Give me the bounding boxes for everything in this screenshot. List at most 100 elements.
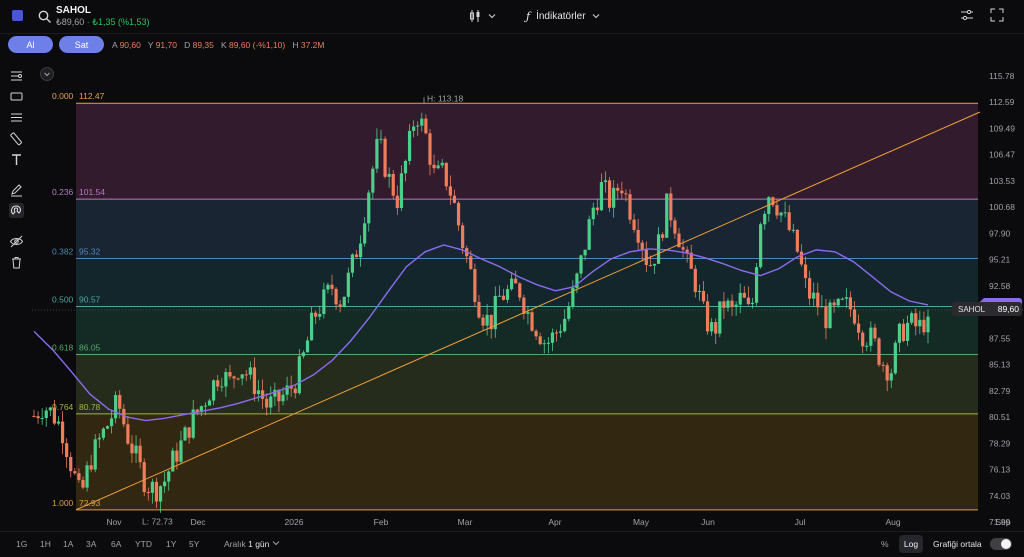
candle-body xyxy=(158,486,163,502)
fib-band xyxy=(76,258,978,307)
candle-body xyxy=(857,323,861,333)
center-chart-toggle[interactable] xyxy=(990,538,1012,550)
center-chart-label: Grafiği ortala xyxy=(933,539,982,549)
candle-body xyxy=(281,394,285,402)
app-square-icon[interactable] xyxy=(12,10,23,21)
candle-body xyxy=(261,390,265,399)
timeframe-1y[interactable]: 1Y xyxy=(166,539,177,549)
pencil-icon[interactable] xyxy=(9,182,24,197)
percent-scale-button[interactable]: % xyxy=(881,539,889,549)
ruler-icon[interactable] xyxy=(9,131,24,146)
last-price-label: 89,60 xyxy=(998,304,1020,314)
candle-body xyxy=(803,264,808,279)
timeframe-ytd[interactable]: YTD xyxy=(135,539,152,549)
candle-body xyxy=(97,437,101,440)
x-tick-label: Nov xyxy=(106,517,122,527)
candle-body xyxy=(293,388,297,394)
candle-body xyxy=(420,118,424,126)
center-toolbar: ƒ İndikatörler xyxy=(468,8,600,24)
candle-body xyxy=(456,202,461,226)
hide-eye-icon[interactable] xyxy=(9,234,24,249)
timeframe-3a[interactable]: 3A xyxy=(86,539,97,549)
x-tick-label: Feb xyxy=(374,517,389,527)
search-icon[interactable] xyxy=(37,9,53,25)
timeframe-6a[interactable]: 6A xyxy=(111,539,122,549)
magnet-icon[interactable] xyxy=(9,203,24,218)
candle-body xyxy=(301,352,306,357)
log-scale-button[interactable]: Log xyxy=(899,535,923,553)
candle-body xyxy=(861,332,865,347)
candle-body xyxy=(775,205,779,216)
candle-body xyxy=(265,398,269,408)
candles xyxy=(32,112,930,513)
y-tick-label: 85.13 xyxy=(989,360,1011,370)
candle-body xyxy=(412,126,416,131)
candle-body xyxy=(473,269,477,302)
candle-body xyxy=(497,295,501,297)
candle-body xyxy=(387,173,391,177)
range-selector[interactable]: Aralık 1 gün xyxy=(224,539,280,549)
y-tick-label: 82.79 xyxy=(989,386,1011,396)
candlestick-type-icon[interactable] xyxy=(468,9,482,23)
buy-button[interactable]: Al xyxy=(8,36,53,53)
candle-body xyxy=(338,304,342,307)
indicators-button[interactable]: İndikatörler xyxy=(536,10,586,22)
fib-price-label: 72.93 xyxy=(79,498,101,508)
candle-body xyxy=(309,312,314,341)
candle-body xyxy=(501,295,506,300)
candle-body xyxy=(428,133,432,165)
low-label: L: 72.73 xyxy=(142,516,173,526)
timeframe-5y[interactable]: 5Y xyxy=(189,539,200,549)
candle-body xyxy=(334,288,338,305)
candle-body xyxy=(914,313,918,327)
timeframe-1a[interactable]: 1A xyxy=(63,539,74,549)
candle-body xyxy=(632,219,636,230)
candle-body xyxy=(840,298,844,300)
x-axis: Nov Dec 2026 Feb Mar Apr May Jun Jul Aug Sep xyxy=(106,517,1010,527)
fullscreen-icon[interactable] xyxy=(990,8,1004,22)
chevron-down-icon[interactable] xyxy=(592,12,600,20)
timeframe-1g[interactable]: 1G xyxy=(16,539,28,549)
timeframe-1h[interactable]: 1H xyxy=(40,539,51,549)
trash-icon[interactable] xyxy=(9,255,24,270)
candle-body xyxy=(644,249,648,265)
top-bar: SAHOL ₺89,60 · ₺1,35 (%1,53) ƒ İndikatör… xyxy=(0,0,1024,34)
price-chart[interactable]: 0.000 112.47 0.236 101.54 0.382 95.32 0.500 90.… xyxy=(0,58,1024,531)
candle-body xyxy=(648,264,653,266)
candle-body xyxy=(142,462,146,493)
y-tick-label: 112.59 xyxy=(989,97,1015,107)
candle-body xyxy=(897,323,902,343)
y-tick-label: 74.03 xyxy=(989,491,1011,501)
settings-sliders-icon[interactable] xyxy=(960,8,974,22)
candle-body xyxy=(56,421,61,424)
function-icon[interactable]: ƒ xyxy=(526,9,531,23)
sell-button[interactable]: Sat xyxy=(59,36,104,53)
high-value: 91,70 xyxy=(155,40,177,50)
chevron-down-icon[interactable] xyxy=(488,12,496,20)
candle-body xyxy=(199,406,203,413)
candle-body xyxy=(661,234,665,238)
candle-body xyxy=(685,249,689,253)
candle-body xyxy=(763,213,767,225)
collapse-toggle[interactable] xyxy=(40,67,54,81)
y-tick-label: 78.29 xyxy=(989,438,1011,448)
symbol-name[interactable]: SAHOL xyxy=(56,5,91,16)
candle-body xyxy=(195,409,199,413)
rectangle-tool-icon[interactable] xyxy=(9,89,24,104)
candle-body xyxy=(783,212,787,214)
crosshair-tool-icon[interactable] xyxy=(9,68,24,83)
candle-body xyxy=(828,302,832,329)
candle-body xyxy=(93,439,97,470)
candle-body xyxy=(522,297,526,314)
candle-body xyxy=(252,367,257,395)
lines-tool-icon[interactable] xyxy=(9,110,24,125)
candle-body xyxy=(81,479,85,488)
candle-body xyxy=(285,385,289,395)
text-tool-icon[interactable] xyxy=(9,152,24,167)
candle-body xyxy=(477,301,481,318)
annotations: H: 113.18L: 72.7390.72SAHOL89,60 xyxy=(142,93,1022,526)
y-tick-label: 76.13 xyxy=(989,465,1011,475)
candle-body xyxy=(567,306,571,319)
price-line: ₺89,60 · ₺1,35 (%1,53) xyxy=(56,17,150,27)
candle-body xyxy=(277,389,281,402)
